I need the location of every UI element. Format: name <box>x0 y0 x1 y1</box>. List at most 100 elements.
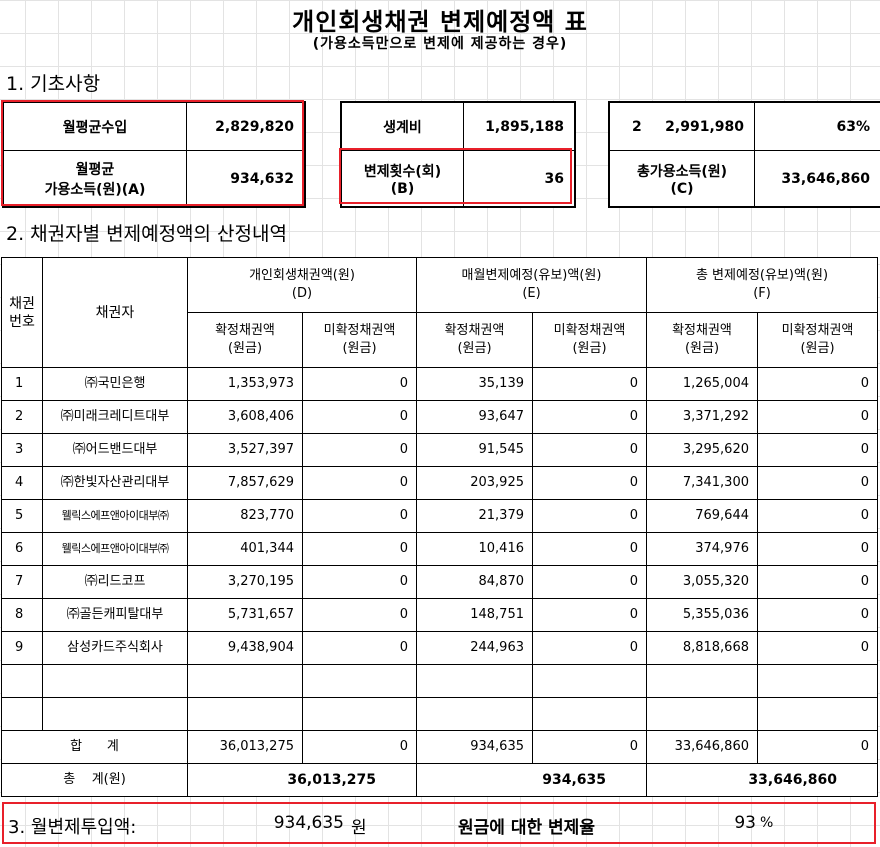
household-amount: 2,991,980 <box>665 118 744 135</box>
d-confirmed: 9,438,904 <box>187 631 303 665</box>
e-confirmed: 203,925 <box>416 466 533 500</box>
d-unconfirmed: 0 <box>302 466 417 500</box>
header-group-e: 매월변제예정(유보)액(원) (E) <box>416 257 647 313</box>
total-row: 총 계(원) 36,013,275 934,635 33,646,860 <box>1 763 878 797</box>
f-confirmed: 7,341,300 <box>646 466 758 500</box>
subtotal-e-unconfirmed: 0 <box>532 730 647 764</box>
footer-unit: 원 <box>351 818 367 838</box>
f-unconfirmed: 0 <box>757 499 878 533</box>
d-unconfirmed: 0 <box>302 367 417 401</box>
f-unconfirmed: 0 <box>757 433 878 467</box>
footer-ratio: 93 <box>734 813 756 833</box>
subtotal-f-confirmed: 33,646,860 <box>646 730 758 764</box>
e-confirmed: 244,963 <box>416 631 533 665</box>
header-d-confirmed: 확정채권액 (원금) <box>187 312 303 368</box>
header-e-unconfirmed: 미확정채권액 (원금) <box>532 312 647 368</box>
living-cost-label: 생계비 <box>342 103 464 151</box>
e-unconfirmed: 0 <box>532 367 647 401</box>
footer-label: 3. 월변제투입액: <box>8 817 137 838</box>
creditor-no: 7 <box>1 565 43 599</box>
monthly-income-label: 월평균수입 <box>4 103 187 151</box>
f-confirmed: 5,355,036 <box>646 598 758 632</box>
repay-count-value: 36 <box>544 170 564 187</box>
f-confirmed: 3,371,292 <box>646 400 758 434</box>
section-detail-heading: 2. 채권자별 변제예정액의 산정내역 <box>6 223 287 245</box>
creditor-no: 8 <box>1 598 43 632</box>
e-unconfirmed: 0 <box>532 466 647 500</box>
footer-amount: 934,635 <box>273 813 344 833</box>
e-unconfirmed: 0 <box>532 631 647 665</box>
creditor-name: 웰릭스에프앤아이대부㈜ <box>42 499 188 533</box>
table-row: 7 ㈜리드코프 3,270,195 0 84,870 0 3,055,320 0 <box>1 565 878 599</box>
f-unconfirmed: 0 <box>757 400 878 434</box>
header-f-confirmed: 확정채권액 (원금) <box>646 312 758 368</box>
header-creditor-no: 채권 번호 <box>1 257 43 368</box>
f-unconfirmed: 0 <box>757 631 878 665</box>
avail-income-value: 934,632 <box>230 170 294 187</box>
table-row: 8 ㈜골든캐피탈대부 5,731,657 0 148,751 0 5,355,036 0 <box>1 598 878 632</box>
e-unconfirmed: 0 <box>532 532 647 566</box>
section-basic-heading: 1. 기초사항 <box>6 73 101 95</box>
d-confirmed: 401,344 <box>187 532 303 566</box>
total-avail-value: 33,646,860 <box>781 170 870 187</box>
d-confirmed: 5,731,657 <box>187 598 303 632</box>
total-avail-label: 총가용소득(원) (C) <box>610 151 755 206</box>
monthly-repayment-footer: 3. 월변제투입액: 934,635 원 원금에 대한 변제율 93 % <box>6 804 872 842</box>
d-unconfirmed: 0 <box>302 631 417 665</box>
repayment-table: 채권 번호 채권자 개인회생채권액(원) (D) 매월변제예정(유보)액(원) … <box>1 257 878 797</box>
total-e: 934,635 <box>416 763 647 797</box>
f-confirmed: 8,818,668 <box>646 631 758 665</box>
f-confirmed: 374,976 <box>646 532 758 566</box>
d-unconfirmed: 0 <box>302 400 417 434</box>
creditor-name: ㈜리드코프 <box>42 565 188 599</box>
d-confirmed: 7,857,629 <box>187 466 303 500</box>
page-subtitle: (가용소득만으로 변제에 제공하는 경우) <box>312 36 568 52</box>
e-confirmed: 84,870 <box>416 565 533 599</box>
subtotal-label: 합 계 <box>1 730 188 764</box>
footer-ratio-label: 원금에 대한 변제율 <box>458 818 595 838</box>
creditor-no: 9 <box>1 631 43 665</box>
household-cell: 2 2,991,980 <box>610 103 755 151</box>
d-unconfirmed: 0 <box>302 433 417 467</box>
empty-row <box>1 697 878 731</box>
avail-income-label: 월평균 가용소득(원)(A) <box>4 151 187 206</box>
e-unconfirmed: 0 <box>532 400 647 434</box>
e-confirmed: 93,647 <box>416 400 533 434</box>
creditor-no: 6 <box>1 532 43 566</box>
creditor-no: 3 <box>1 433 43 467</box>
e-unconfirmed: 0 <box>532 565 647 599</box>
f-unconfirmed: 0 <box>757 532 878 566</box>
total-d: 36,013,275 <box>187 763 417 797</box>
f-unconfirmed: 0 <box>757 367 878 401</box>
d-unconfirmed: 0 <box>302 598 417 632</box>
page-title: 개인회생채권 변제예정액 표 <box>292 8 588 36</box>
creditor-name: ㈜미래크레디트대부 <box>42 400 188 434</box>
d-unconfirmed: 0 <box>302 499 417 533</box>
f-unconfirmed: 0 <box>757 466 878 500</box>
table-row: 9 삼성카드주식회사 9,438,904 0 244,963 0 8,818,668 0 <box>1 631 878 665</box>
header-f-unconfirmed: 미확정채권액 (원금) <box>757 312 878 368</box>
repay-count-label: 변제횟수(회) (B) <box>342 151 464 206</box>
footer-pct: % <box>760 815 774 831</box>
creditor-no: 4 <box>1 466 43 500</box>
e-unconfirmed: 0 <box>532 499 647 533</box>
d-unconfirmed: 0 <box>302 565 417 599</box>
creditor-no: 2 <box>1 400 43 434</box>
e-unconfirmed: 0 <box>532 598 647 632</box>
e-confirmed: 21,379 <box>416 499 533 533</box>
d-confirmed: 3,608,406 <box>187 400 303 434</box>
f-confirmed: 3,295,620 <box>646 433 758 467</box>
d-confirmed: 823,770 <box>187 499 303 533</box>
d-unconfirmed: 0 <box>302 532 417 566</box>
e-confirmed: 148,751 <box>416 598 533 632</box>
table-row: 6 웰릭스에프앤아이대부㈜ 401,344 0 10,416 0 374,976 0 <box>1 532 878 566</box>
header-group-f: 총 변제예정(유보)액(원) (F) <box>646 257 878 313</box>
header-creditor: 채권자 <box>42 257 188 368</box>
income-box: 월평균수입 2,829,820 월평균 가용소득(원)(A) 934,632 <box>2 101 306 208</box>
creditor-name: ㈜한빛자산관리대부 <box>42 466 188 500</box>
creditor-no: 5 <box>1 499 43 533</box>
header-d-unconfirmed: 미확정채권액 (원금) <box>302 312 417 368</box>
table-row: 1 ㈜국민은행 1,353,973 0 35,139 0 1,265,004 0 <box>1 367 878 401</box>
e-confirmed: 10,416 <box>416 532 533 566</box>
household-pct: 63% <box>755 103 880 151</box>
